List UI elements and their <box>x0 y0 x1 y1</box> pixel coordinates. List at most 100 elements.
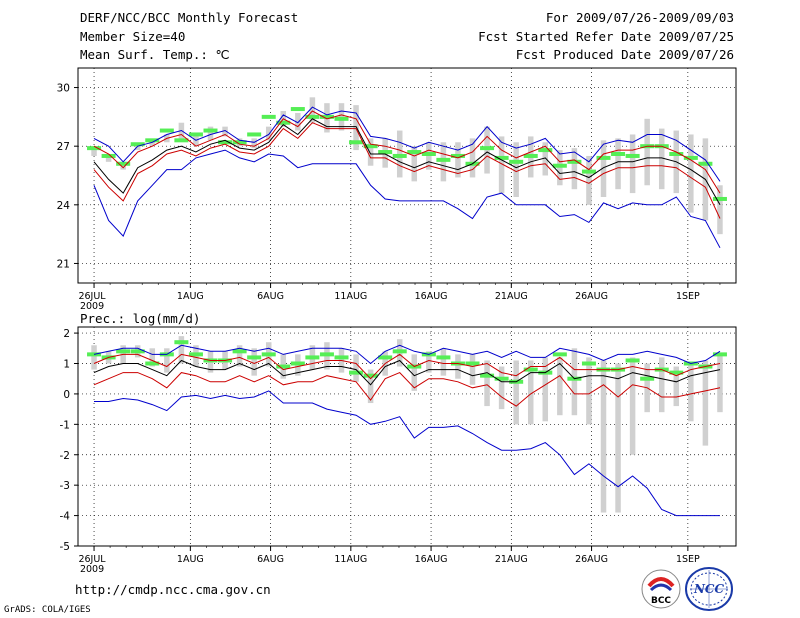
box-precipitation-42 <box>702 360 709 446</box>
box-precipitation-19 <box>367 369 374 404</box>
box-precipitation-35 <box>600 360 607 513</box>
ytick-label-precipitation-2: -3 <box>60 480 70 492</box>
box-precipitation-27 <box>484 360 490 407</box>
box-precipitation-5 <box>164 348 170 373</box>
box-precipitation-23 <box>426 351 432 373</box>
series-line-precipitation-upper <box>93 353 721 380</box>
ytick-label-precipitation-5: 0 <box>63 389 70 401</box>
box-temperature-11 <box>251 138 257 149</box>
series-line-precipitation-max <box>93 344 721 365</box>
box-precipitation-4 <box>149 348 156 367</box>
box-temperature-25 <box>455 142 461 178</box>
series-line-temperature-mean <box>93 118 721 206</box>
box-temperature-37 <box>629 134 636 194</box>
climo-mark-temperature-24 <box>436 157 451 162</box>
box-temperature-8 <box>207 126 214 141</box>
xtick-label-temperature-6: 26AUG <box>575 291 608 302</box>
climo-mark-temperature-42 <box>698 161 713 166</box>
ytick-label-temperature-1: 24 <box>57 200 71 212</box>
climo-mark-temperature-40 <box>669 152 684 156</box>
climo-mark-precipitation-16 <box>319 352 334 357</box>
box-temperature-22 <box>411 146 418 182</box>
box-precipitation-36 <box>615 363 621 513</box>
climo-mark-precipitation-12 <box>261 352 276 357</box>
box-precipitation-11 <box>251 348 257 376</box>
ytick-label-temperature-2: 27 <box>57 141 70 153</box>
box-temperature-33 <box>571 148 578 190</box>
box-temperature-35 <box>600 140 607 197</box>
ytick-label-precipitation-1: -4 <box>60 511 71 523</box>
box-precipitation-25 <box>455 354 461 379</box>
box-precipitation-37 <box>629 357 636 455</box>
climo-mark-precipitation-26 <box>465 361 480 366</box>
box-precipitation-31 <box>542 357 549 422</box>
climo-mark-temperature-18 <box>349 140 364 145</box>
variable-label-prec: Prec.: log(mm/d) <box>80 311 201 326</box>
grads-credit: GrADS: COLA/IGES <box>4 605 91 615</box>
box-temperature-41 <box>688 134 694 213</box>
box-temperature-43 <box>717 185 723 235</box>
climo-mark-temperature-41 <box>683 155 698 160</box>
box-precipitation-34 <box>586 357 592 425</box>
box-precipitation-6 <box>178 336 185 364</box>
box-precipitation-10 <box>236 345 243 367</box>
ytick-label-temperature-0: 21 <box>57 258 70 270</box>
ncc-logo-text: NCC <box>693 582 725 596</box>
climo-mark-temperature-10 <box>232 140 247 145</box>
climo-mark-precipitation-7 <box>188 352 203 357</box>
bcc-logo-text: BCC <box>651 596 671 606</box>
xtick-label-temperature-2: 6AUG <box>257 291 284 302</box>
climo-mark-temperature-6 <box>174 138 189 143</box>
xtick-label-precipitation-2: 6AUG <box>257 554 284 565</box>
box-precipitation-43 <box>717 354 723 413</box>
climo-mark-precipitation-13 <box>276 364 291 369</box>
climo-mark-temperature-4 <box>145 138 160 143</box>
climo-mark-precipitation-40 <box>669 370 684 375</box>
climo-mark-precipitation-20 <box>378 355 393 360</box>
climo-mark-temperature-25 <box>450 153 465 158</box>
climo-mark-temperature-15 <box>305 114 320 119</box>
produced-date: Fcst Produced Date 2009/07/26 <box>515 47 734 62</box>
climo-mark-temperature-13 <box>276 120 291 125</box>
bcc-logo-icon: BCC <box>641 569 681 609</box>
series-line-precipitation-min <box>94 390 720 517</box>
climo-mark-temperature-1 <box>101 153 116 158</box>
ytick-label-precipitation-7: 2 <box>63 328 70 340</box>
ytick-label-precipitation-4: -1 <box>60 419 70 431</box>
box-temperature-15 <box>309 97 316 123</box>
climo-mark-precipitation-30 <box>523 367 538 372</box>
refer-date: Fcst Started Refer Date 2009/07/25 <box>478 29 734 44</box>
box-precipitation-24 <box>440 348 447 376</box>
box-precipitation-26 <box>469 354 476 385</box>
climo-mark-precipitation-28 <box>494 376 509 381</box>
climo-mark-precipitation-37 <box>625 358 640 363</box>
box-temperature-39 <box>658 128 665 190</box>
climo-mark-temperature-16 <box>319 114 334 119</box>
climo-mark-precipitation-24 <box>436 355 451 360</box>
variable-label-temp: Mean Surf. Temp.: ℃ <box>80 47 230 62</box>
climo-mark-temperature-36 <box>611 152 626 156</box>
climo-mark-temperature-27 <box>480 146 495 151</box>
box-temperature-18 <box>353 105 359 151</box>
climo-mark-precipitation-11 <box>247 355 262 360</box>
climo-mark-temperature-17 <box>334 116 349 121</box>
box-temperature-9 <box>222 126 228 137</box>
xtick-label-temperature-3: 11AUG <box>334 291 367 302</box>
member-size: Member Size=40 <box>80 29 186 44</box>
xtick-label-temperature-0: 26JUL <box>78 291 106 302</box>
climo-mark-precipitation-27 <box>480 373 495 378</box>
source-url[interactable]: http://cmdp.ncc.cma.gov.cn <box>75 582 271 597</box>
climo-mark-temperature-5 <box>159 128 174 133</box>
xtick-label-precipitation-6: 26AUG <box>575 554 608 565</box>
box-precipitation-28 <box>498 366 505 410</box>
xtick-label-precipitation-1: 1AUG <box>177 554 204 565</box>
box-precipitation-40 <box>673 366 680 407</box>
series-line-precipitation-lower <box>93 372 721 407</box>
xtick-label-precipitation-5: 21AUG <box>495 554 528 565</box>
climo-mark-temperature-2 <box>116 161 131 166</box>
box-temperature-29 <box>513 142 519 197</box>
climo-mark-precipitation-38 <box>640 376 655 381</box>
climo-mark-temperature-34 <box>581 169 596 174</box>
box-temperature-14 <box>295 112 301 131</box>
